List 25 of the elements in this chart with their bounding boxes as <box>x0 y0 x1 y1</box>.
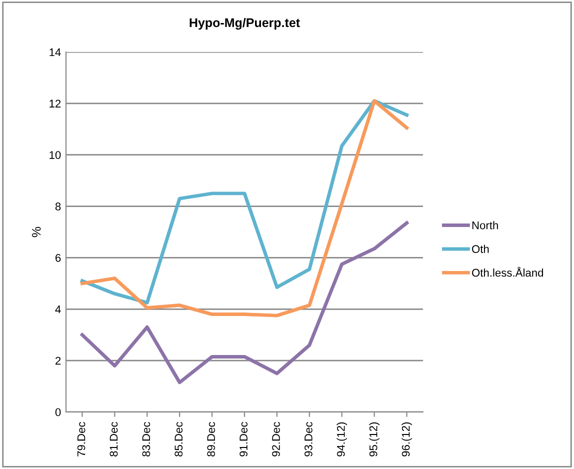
y-tick-label: 6 <box>56 254 61 262</box>
x-tick-label: 94.(12) <box>336 422 348 456</box>
line-series <box>80 221 409 384</box>
legend-label: Oth.less.Åland <box>472 266 544 277</box>
x-tick-label: 81.Dec <box>110 422 118 456</box>
y-axis-title: % <box>32 226 41 238</box>
x-tick-label: 89.Dec <box>207 422 216 456</box>
chart-title: Hypo-Mg/Puerp.tet <box>190 18 300 30</box>
x-tick-label: 93.Dec <box>304 422 312 456</box>
y-tick-label: 10 <box>50 151 61 159</box>
y-tick-label: 8 <box>55 202 61 210</box>
y-tick-label: 12 <box>50 100 61 108</box>
x-tick-label: 85.Dec <box>174 422 183 456</box>
y-tick-label: 0 <box>55 408 61 416</box>
x-tick-label: 79.Dec <box>77 422 86 456</box>
x-tick-label: 96.(12) <box>402 422 412 456</box>
y-tick-label: 14 <box>50 48 61 56</box>
y-tick-label: 4 <box>55 306 61 314</box>
legend-label: North <box>472 221 498 230</box>
x-tick-label: 92.Dec <box>272 422 280 456</box>
x-tick-label: 95.(12) <box>369 422 380 456</box>
x-tick-label: 91.Dec <box>240 422 248 456</box>
y-tick-label: 2 <box>56 356 61 365</box>
legend-label: Oth <box>472 244 489 253</box>
x-tick-label: 83.Dec <box>142 422 150 456</box>
